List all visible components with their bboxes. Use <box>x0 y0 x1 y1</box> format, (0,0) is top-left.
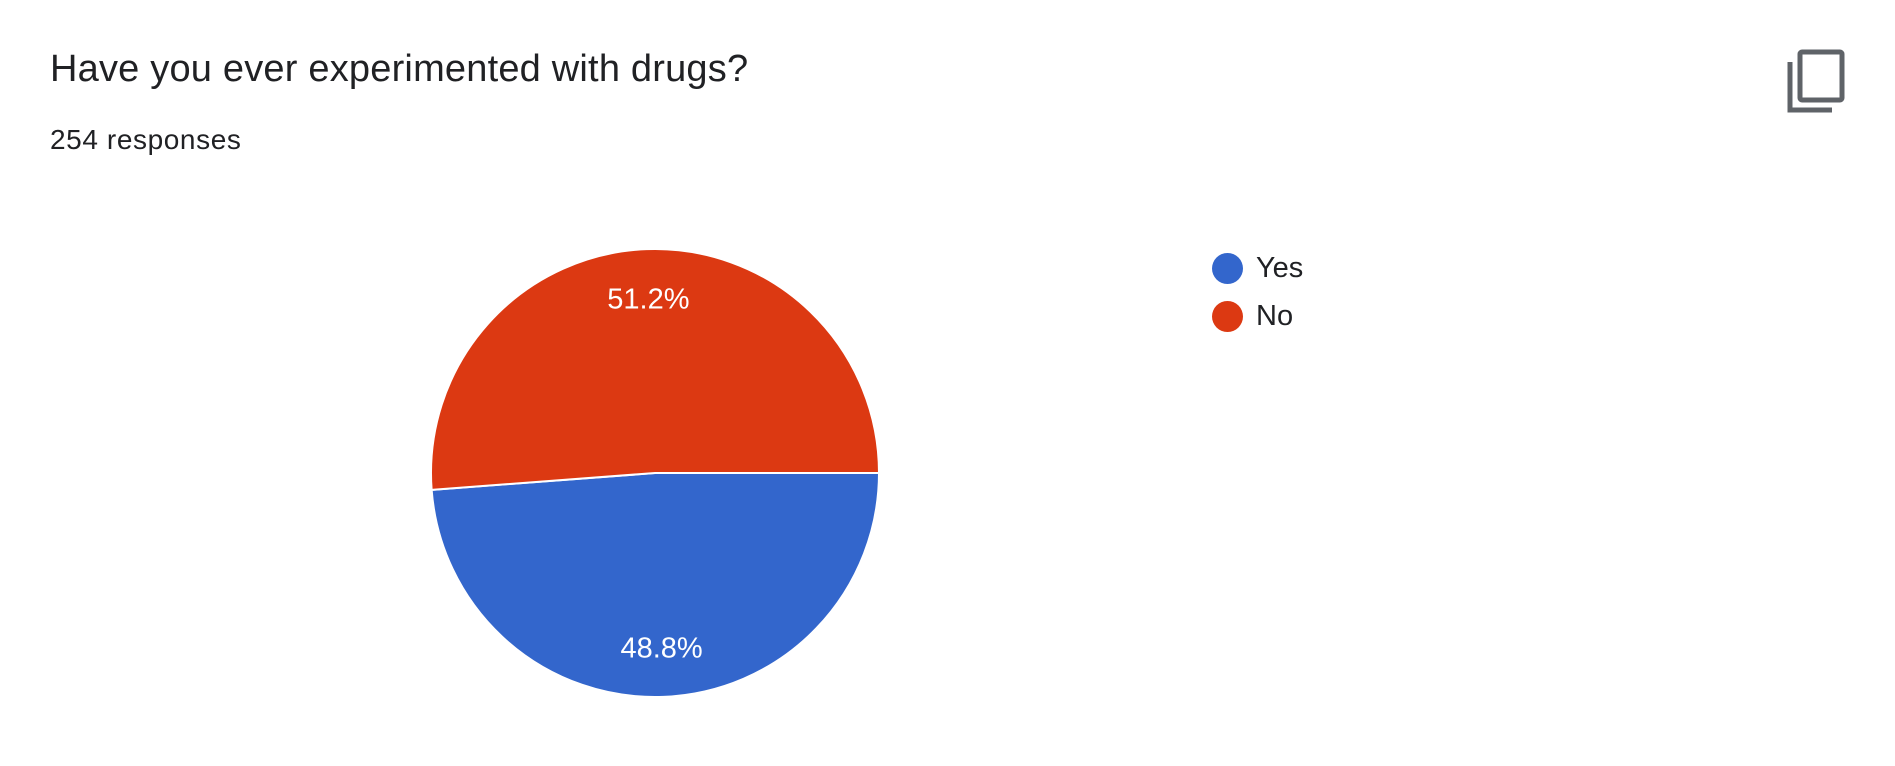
slice-label-yes: 48.8% <box>620 633 702 665</box>
response-count: 254 responses <box>50 124 242 155</box>
copy-chart-button[interactable] <box>1786 48 1846 114</box>
pie-slice-yes[interactable] <box>430 472 881 698</box>
legend-label-yes: Yes <box>1256 251 1304 284</box>
pie-slice-no[interactable] <box>430 248 881 491</box>
slice-label-no: 51.2% <box>607 283 689 315</box>
copy-icon <box>1787 49 1845 113</box>
legend-swatch-yes <box>1212 252 1243 284</box>
legend-label-no: No <box>1256 299 1294 332</box>
legend-item-yes[interactable]: Yes <box>1212 244 1303 292</box>
question-title: Have you ever experimented with drugs? <box>50 48 749 90</box>
legend-item-no[interactable]: No <box>1212 292 1303 340</box>
chart-legend: Yes No <box>1212 244 1303 340</box>
legend-swatch-no <box>1212 300 1243 332</box>
